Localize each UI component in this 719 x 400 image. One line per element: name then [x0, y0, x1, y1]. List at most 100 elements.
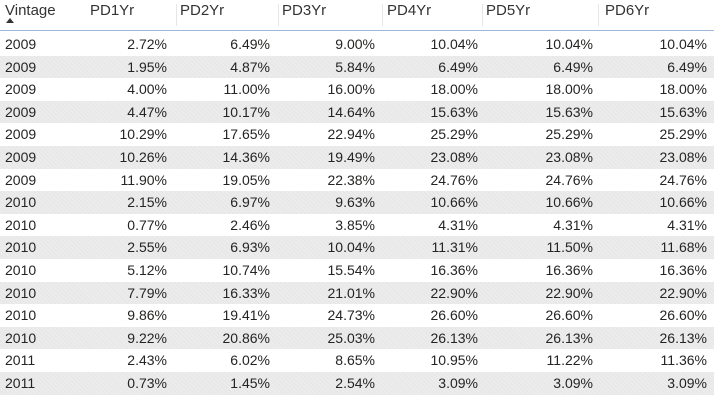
pd-cell: 3.85% — [335, 216, 375, 233]
pd-cell: 5.12% — [127, 262, 167, 278]
pd-cell: 1.95% — [127, 58, 167, 75]
vintage-cell: 2010 — [5, 262, 37, 278]
pd-cell: 6.93% — [230, 239, 270, 256]
pd-cell: 10.26% — [119, 149, 167, 165]
column-header[interactable]: PD2Yr — [180, 2, 225, 19]
pd-cell: 16.36% — [545, 262, 593, 278]
pd-cell: 10.04% — [327, 239, 375, 256]
vintage-cell: 2010 — [5, 329, 37, 346]
vintage-cell: 2009 — [5, 36, 37, 52]
pd-cell: 10.04% — [545, 36, 593, 52]
pd-cell: 21.01% — [327, 284, 375, 301]
pd-cell: 2.54% — [335, 375, 375, 391]
column-header[interactable]: PD4Yr — [387, 2, 432, 19]
table-row: 2009 11.90% 19.05% 22.38% 24.76% 24.76% 24.76% — [0, 169, 714, 192]
pd-cell: 16.00% — [327, 81, 375, 98]
column-header[interactable]: Vintage — [5, 2, 56, 19]
pd-cell: 19.05% — [222, 171, 270, 188]
pd-cell: 25.29% — [545, 126, 593, 143]
pd-cell: 4.31% — [667, 216, 707, 233]
pd-cell: 9.00% — [335, 36, 375, 52]
pd-cell: 25.03% — [327, 329, 375, 346]
table-row: 2010 9.86% 19.41% 24.73% 26.60% 26.60% 26.60% — [0, 304, 714, 327]
pd-cell: 4.47% — [127, 103, 167, 120]
pd-cell: 23.08% — [659, 149, 707, 165]
column-header[interactable]: PD3Yr — [282, 2, 327, 19]
pd-cell: 6.97% — [230, 194, 270, 211]
table-row: 2009 10.26% 14.36% 19.49% 23.08% 23.08% 23.08% — [0, 146, 714, 169]
pd-cell: 3.09% — [438, 375, 478, 391]
pd-cell: 4.87% — [230, 58, 270, 75]
pd-cell: 11.00% — [223, 81, 270, 98]
vintage-cell: 2009 — [5, 81, 37, 98]
pd-cell: 6.49% — [667, 58, 707, 75]
pd-cell: 10.17% — [222, 103, 270, 120]
pd-cell: 2.55% — [127, 239, 167, 256]
pd-cell: 14.64% — [327, 103, 375, 120]
pd-cell: 10.74% — [222, 262, 270, 278]
pd-cell: 6.49% — [438, 58, 478, 75]
pd-cell: 11.36% — [660, 352, 707, 369]
pd-cell: 26.13% — [545, 329, 593, 346]
pd-cell: 19.41% — [222, 307, 270, 324]
pd-cell: 3.09% — [667, 375, 707, 391]
table-row: 2009 4.00% 11.00% 16.00% 18.00% 18.00% 18.00% — [0, 78, 714, 101]
pd-cell: 25.29% — [430, 126, 478, 143]
column-separator — [482, 4, 483, 26]
pd-cell: 9.63% — [335, 194, 375, 211]
pd-cell: 18.00% — [659, 81, 707, 98]
pd-cell: 10.04% — [430, 36, 478, 52]
pd-cell: 10.66% — [430, 194, 478, 211]
column-header[interactable]: PD6Yr — [605, 2, 650, 19]
pd-cell: 8.65% — [335, 352, 375, 369]
pd-cell: 23.08% — [545, 149, 593, 165]
table-row: 2011 0.73% 1.45% 2.54% 3.09% 3.09% 3.09% — [0, 372, 714, 395]
pd-cell: 22.90% — [659, 284, 707, 301]
table-row: 2010 7.79% 16.33% 21.01% 22.90% 22.90% 22.90% — [0, 281, 714, 305]
pd-cell: 2.15% — [127, 194, 167, 211]
vintage-cell: 2010 — [5, 307, 37, 324]
vintage-cell: 2010 — [5, 216, 37, 233]
pd-cell: 4.00% — [127, 81, 167, 98]
pd-cell: 22.90% — [430, 284, 478, 301]
pd-cell: 26.60% — [430, 307, 478, 324]
pd-cell: 26.13% — [659, 329, 707, 346]
pd-cell: 10.66% — [545, 194, 593, 211]
pd-cell: 24.76% — [659, 171, 707, 188]
vintage-cell: 2009 — [5, 58, 37, 75]
pd-cell: 22.38% — [327, 171, 375, 188]
pd-cell: 5.84% — [335, 58, 375, 75]
pd-cell: 16.36% — [430, 262, 478, 278]
pd-cell: 11.31% — [431, 239, 478, 256]
header-rule — [0, 30, 714, 31]
pd-cell: 6.02% — [230, 352, 270, 369]
column-header[interactable]: PD5Yr — [486, 2, 531, 19]
pd-cell: 26.13% — [430, 329, 478, 346]
pd-cell: 6.49% — [553, 58, 593, 75]
pd-cell: 6.49% — [230, 36, 270, 52]
pd-cell: 2.46% — [230, 216, 270, 233]
pd-cell: 26.60% — [545, 307, 593, 324]
vintage-cell: 2009 — [5, 103, 37, 120]
pd-cell: 3.09% — [553, 375, 593, 391]
pd-cell: 16.33% — [222, 284, 270, 301]
vintage-cell: 2011 — [5, 352, 36, 369]
pd-cell: 0.73% — [127, 375, 167, 391]
pd-cell: 9.86% — [127, 307, 167, 324]
vintage-cell: 2009 — [5, 171, 37, 188]
pd-cell: 25.29% — [659, 126, 707, 143]
pd-cell: 15.63% — [659, 103, 707, 120]
pd-cell: 9.22% — [127, 329, 167, 346]
pd-cell: 4.31% — [438, 216, 478, 233]
table-row: 2011 2.43% 6.02% 8.65% 10.95% 11.22% 11.36% — [0, 349, 714, 372]
table-row: 2009 4.47% 10.17% 14.64% 15.63% 15.63% 15.63% — [0, 100, 714, 124]
table-row: 2010 2.15% 6.97% 9.63% 10.66% 10.66% 10.66% — [0, 191, 714, 214]
column-header[interactable]: PD1Yr — [90, 2, 135, 19]
column-separator — [382, 4, 383, 26]
table-row: 2009 2.72% 6.49% 9.00% 10.04% 10.04% 10.04% — [0, 33, 714, 56]
pd-cell: 7.79% — [127, 284, 167, 301]
pd-cell: 17.65% — [222, 126, 270, 143]
sort-arrow[interactable] — [6, 17, 16, 24]
vintage-cell: 2010 — [5, 194, 37, 211]
vintage-cell: 2010 — [5, 239, 37, 256]
